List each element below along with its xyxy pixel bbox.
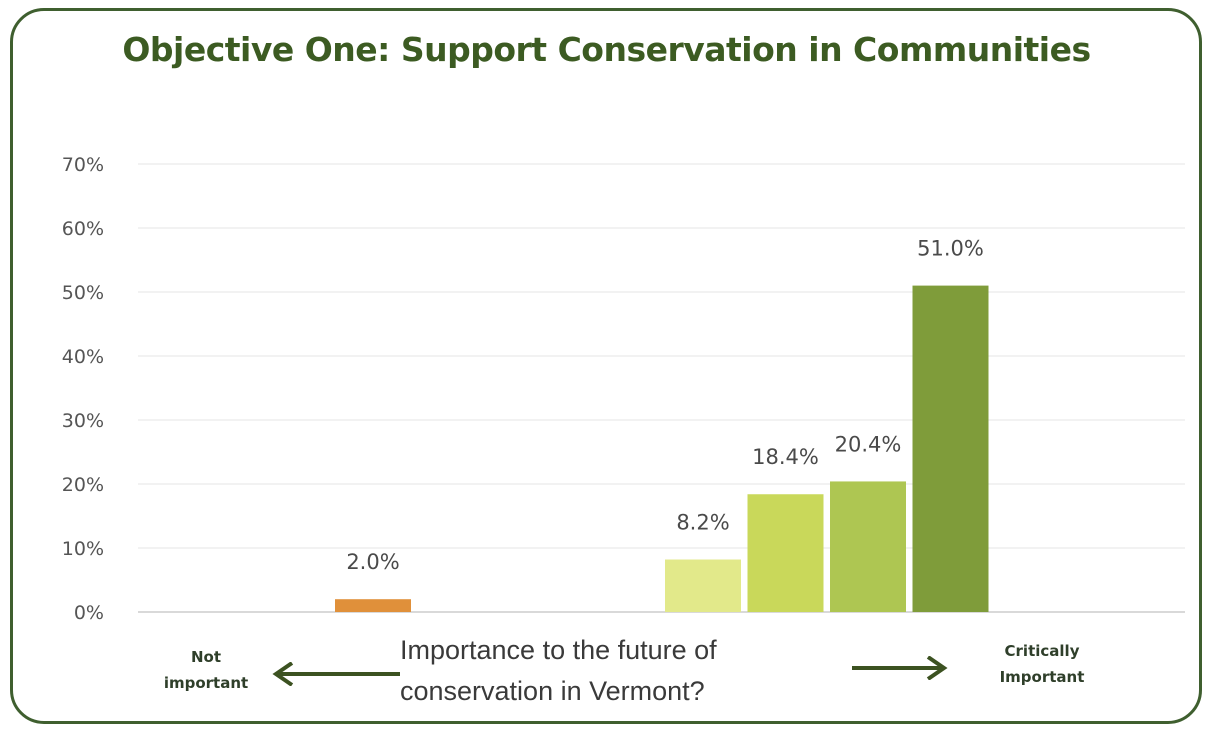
- y-tick-label: 30%: [62, 410, 104, 432]
- left-end-label: Not important: [136, 644, 276, 696]
- bar: [665, 559, 741, 612]
- left-arrow-icon: [272, 662, 400, 686]
- right-end-label: Critically Important: [972, 638, 1112, 690]
- left-end-label-line1: Not: [190, 648, 222, 666]
- bar: [830, 481, 906, 612]
- bar: [335, 599, 411, 612]
- y-tick-label: 60%: [62, 218, 104, 240]
- left-end-label-line2: important: [163, 674, 249, 692]
- data-label: 8.2%: [676, 511, 729, 535]
- right-end-label-line2: Important: [999, 668, 1085, 686]
- data-label: 2.0%: [346, 550, 399, 574]
- chart-card: [10, 8, 1202, 724]
- x-axis-title: Importance to the future of conservation…: [400, 630, 840, 712]
- y-tick-label: 70%: [62, 154, 104, 176]
- y-tick-label: 0%: [74, 602, 104, 624]
- y-tick-label: 20%: [62, 474, 104, 496]
- right-arrow-icon: [852, 656, 948, 680]
- y-tick-label: 10%: [62, 538, 104, 560]
- x-axis-title-line2: conservation in Vermont?: [400, 676, 705, 706]
- bar: [912, 285, 989, 612]
- x-axis-title-line1: Importance to the future of: [400, 635, 717, 665]
- data-label: 18.4%: [752, 445, 819, 469]
- y-tick-label: 50%: [62, 282, 104, 304]
- chart-title: Objective One: Support Conservation in C…: [122, 30, 1091, 69]
- right-end-label-line1: Critically: [1004, 642, 1080, 660]
- y-tick-label: 40%: [62, 346, 104, 368]
- bar: [747, 494, 824, 612]
- data-label: 20.4%: [835, 432, 902, 456]
- data-label: 51.0%: [917, 237, 984, 261]
